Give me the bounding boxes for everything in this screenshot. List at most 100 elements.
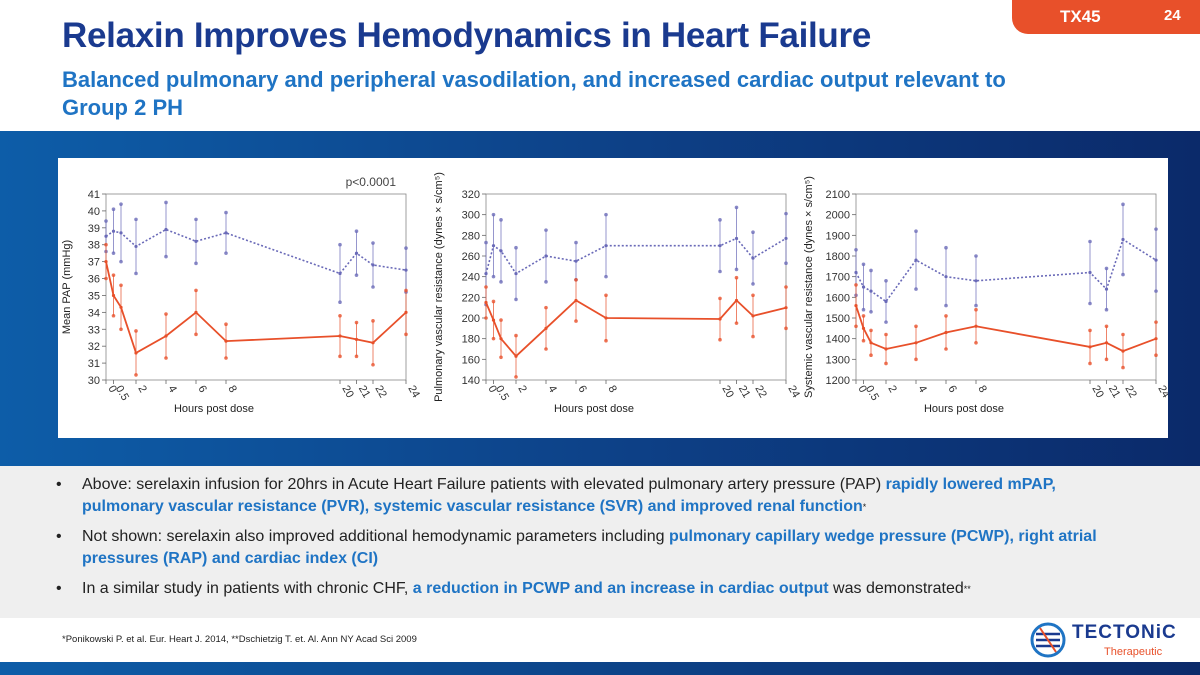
y-tick-label: 33 bbox=[88, 324, 100, 336]
logo-sub: Therapeutic bbox=[1104, 646, 1163, 658]
relaxin-data-point bbox=[604, 316, 608, 320]
relaxin-error-cap bbox=[164, 356, 168, 360]
x-tick-label: 4 bbox=[915, 384, 928, 395]
relaxin-data-point bbox=[354, 337, 359, 342]
placebo-error-cap bbox=[338, 242, 342, 247]
placebo-data-point bbox=[134, 244, 138, 249]
y-tick-label: 300 bbox=[462, 210, 480, 222]
placebo-data-point bbox=[751, 256, 755, 260]
x-tick-label: 6 bbox=[575, 384, 588, 395]
relaxin-error-cap bbox=[861, 338, 866, 343]
y-tick-label: 1900 bbox=[826, 230, 850, 242]
relaxin-error-cap bbox=[134, 329, 138, 333]
relaxin-error-cap bbox=[224, 356, 228, 360]
placebo-error-cap bbox=[718, 218, 722, 222]
placebo-error-cap bbox=[514, 245, 518, 250]
slide-subtitle: Balanced pulmonary and peripheral vasodi… bbox=[62, 67, 1006, 120]
x-tick-label: 24 bbox=[1155, 384, 1168, 401]
footnote-marker: ** bbox=[963, 584, 971, 594]
placebo-error-cap bbox=[194, 217, 198, 222]
y-tick-label: 1700 bbox=[826, 272, 850, 284]
relaxin-error-cap bbox=[574, 277, 578, 282]
relaxin-data-point bbox=[974, 324, 978, 328]
relaxin-error-cap bbox=[1154, 353, 1158, 357]
highlight-text: a reduction in PCWP and an increase in c… bbox=[412, 580, 829, 597]
relaxin-error-cap bbox=[119, 283, 123, 288]
placebo-data-point bbox=[944, 275, 948, 279]
y-tick-label: 180 bbox=[462, 334, 480, 346]
bullet-text: In a similar study in patients with chro… bbox=[82, 580, 413, 597]
relaxin-error-cap bbox=[869, 353, 873, 357]
x-tick-label: 6 bbox=[945, 384, 958, 395]
x-tick-label: 4 bbox=[165, 384, 178, 395]
placebo-series-line bbox=[105, 228, 407, 275]
x-tick-label: 21 bbox=[356, 384, 373, 401]
relaxin-data-point bbox=[224, 339, 228, 343]
x-tick-label: 8 bbox=[975, 384, 988, 395]
placebo-error-cap bbox=[751, 282, 755, 286]
placebo-data-point bbox=[499, 249, 503, 253]
x-tick-label: 22 bbox=[1122, 384, 1139, 401]
relaxin-data-point bbox=[194, 310, 198, 314]
placebo-error-cap bbox=[604, 274, 608, 279]
y-tick-label: 1300 bbox=[826, 354, 850, 366]
plot-frame bbox=[485, 193, 787, 381]
relaxin-data-point bbox=[869, 341, 873, 345]
y-tick-label: 41 bbox=[88, 189, 100, 201]
placebo-error-cap bbox=[491, 274, 496, 279]
placebo-error-cap bbox=[861, 262, 866, 267]
relaxin-error-cap bbox=[404, 332, 408, 337]
relaxin-error-cap bbox=[499, 355, 503, 360]
y-tick-label: 160 bbox=[462, 354, 480, 366]
relaxin-error-cap bbox=[134, 373, 138, 377]
relaxin-error-cap bbox=[734, 275, 739, 280]
placebo-data-point bbox=[574, 259, 578, 263]
y-tick-label: 2100 bbox=[826, 189, 850, 201]
bullet-text: was demonstrated bbox=[828, 580, 964, 597]
placebo-error-cap bbox=[944, 245, 948, 250]
relaxin-error-cap bbox=[491, 299, 496, 304]
placebo-data-point bbox=[1121, 237, 1125, 242]
relaxin-error-cap bbox=[884, 361, 888, 366]
relaxin-error-cap bbox=[164, 312, 168, 316]
relaxin-error-cap bbox=[111, 273, 116, 277]
placebo-data-point bbox=[861, 285, 866, 289]
bullet-text: Not shown: serelaxin also improved addit… bbox=[82, 528, 669, 545]
y-tick-label: 320 bbox=[462, 189, 480, 201]
placebo-error-cap bbox=[1088, 301, 1092, 306]
y-tick-label: 35 bbox=[88, 290, 100, 302]
placebo-error-cap bbox=[371, 241, 375, 245]
x-tick-label: 0 bbox=[105, 384, 118, 395]
placebo-data-point bbox=[854, 270, 858, 275]
relaxin-error-cap bbox=[784, 285, 788, 289]
relaxin-error-cap bbox=[734, 321, 739, 325]
placebo-data-point bbox=[884, 299, 888, 304]
p-value-annotation: p<0.0001 bbox=[346, 175, 397, 189]
x-axis-label: Hours post dose bbox=[174, 403, 254, 415]
relaxin-data-point bbox=[854, 304, 858, 308]
relaxin-error-cap bbox=[104, 242, 108, 247]
placebo-data-point bbox=[104, 234, 108, 238]
relaxin-data-point bbox=[751, 314, 755, 318]
bullet-list: Above: serelaxin infusion for 20hrs in A… bbox=[52, 474, 1142, 608]
x-tick-label: 21 bbox=[736, 384, 753, 401]
relaxin-error-cap bbox=[854, 283, 858, 287]
placebo-error-cap bbox=[164, 254, 168, 259]
placebo-error-cap bbox=[134, 217, 138, 222]
relaxin-error-cap bbox=[751, 293, 755, 298]
placebo-error-cap bbox=[119, 259, 123, 264]
placebo-data-point bbox=[119, 231, 123, 235]
placebo-error-cap bbox=[914, 287, 918, 291]
relaxin-error-cap bbox=[484, 285, 488, 289]
y-tick-label: 200 bbox=[462, 313, 480, 325]
x-tick-label: 4 bbox=[545, 384, 558, 395]
x-tick-label: 0 bbox=[855, 384, 868, 395]
placebo-data-point bbox=[484, 271, 488, 276]
placebo-error-cap bbox=[119, 202, 123, 206]
relaxin-error-cap bbox=[404, 288, 408, 293]
relaxin-error-cap bbox=[718, 296, 722, 301]
page-number: 24 bbox=[1164, 7, 1181, 24]
y-tick-label: 1500 bbox=[826, 313, 850, 325]
relaxin-error-cap bbox=[944, 347, 948, 351]
